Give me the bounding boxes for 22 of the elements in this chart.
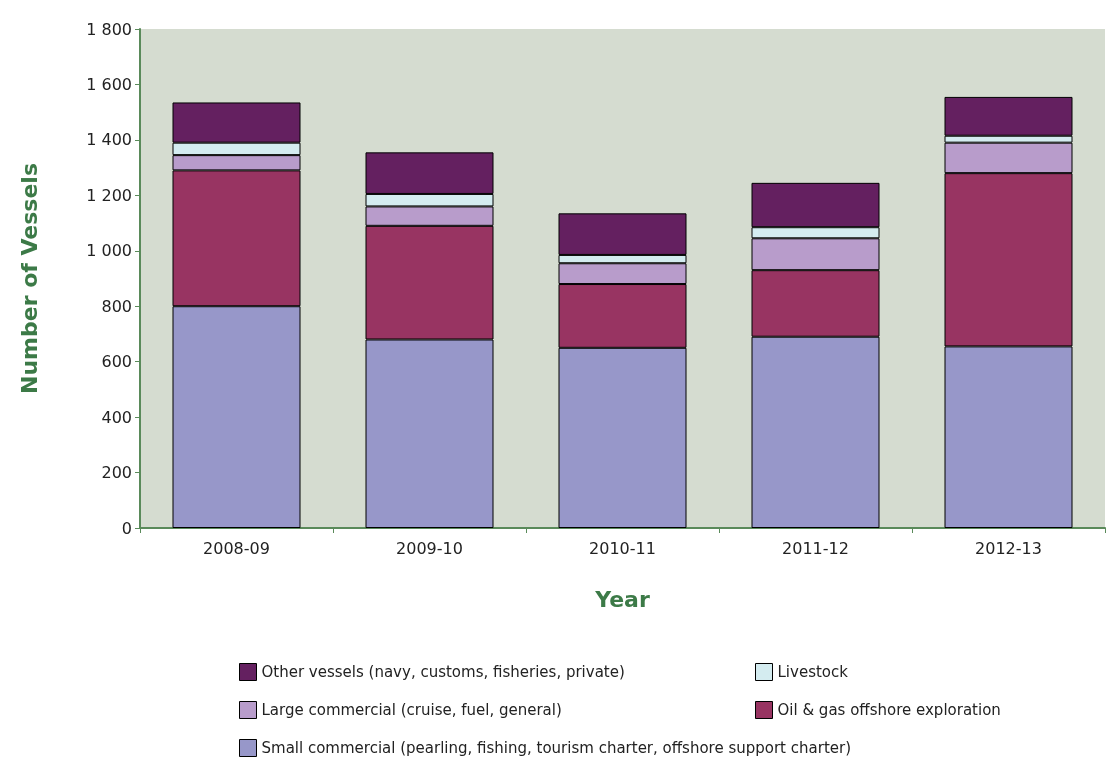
x-tick-label: 2008-09 xyxy=(203,538,270,558)
legend-label: Oil & gas offshore exploration xyxy=(777,701,1001,719)
x-tick-label: 2011-12 xyxy=(782,538,849,558)
legend-label: Small commercial (pearling, fishing, tourism charter, offshore support charter) xyxy=(261,739,852,757)
y-tick-label: 1 000 xyxy=(86,241,132,261)
y-tick-label: 200 xyxy=(101,463,132,483)
legend-label: Large commercial (cruise, fuel, general) xyxy=(261,701,562,719)
legend-label: Livestock xyxy=(777,663,849,681)
y-tick-label: 400 xyxy=(101,407,132,427)
x-tick-label: 2009-10 xyxy=(396,538,463,558)
y-tick-label: 1 400 xyxy=(86,130,132,150)
x-axis-title: Year xyxy=(594,586,650,612)
y-tick-label: 600 xyxy=(101,352,132,372)
y-tick-label: 0 xyxy=(121,518,132,538)
y-tick-label: 1 200 xyxy=(86,185,132,205)
y-tick-label: 1 800 xyxy=(86,19,132,39)
y-axis-title: Number of Vessels xyxy=(16,162,42,395)
x-tick-label: 2010-11 xyxy=(589,538,656,558)
legend-label: Other vessels (navy, customs, fisheries, private) xyxy=(261,663,625,681)
x-tick-label: 2012-13 xyxy=(975,538,1042,558)
y-tick-label: 800 xyxy=(101,296,132,316)
y-tick-label: 1 600 xyxy=(86,74,132,94)
